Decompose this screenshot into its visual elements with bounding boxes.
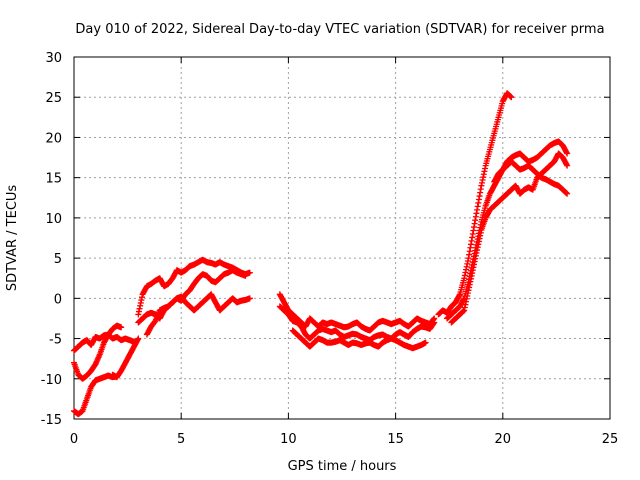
data-point-s5 — [242, 272, 249, 279]
y-tick-label: 30 — [45, 51, 62, 66]
y-tick-label: -5 — [49, 333, 62, 348]
data-series — [71, 90, 571, 418]
data-point-s1 — [118, 324, 125, 331]
y-tick-label: 0 — [54, 292, 62, 307]
data-point-s8 — [431, 319, 438, 326]
x-tick-label: 5 — [177, 432, 185, 447]
y-tick-label: 5 — [54, 252, 62, 267]
data-point-s9 — [422, 339, 429, 346]
y-tick-label: 25 — [45, 91, 62, 106]
x-tick-label: 10 — [280, 432, 297, 447]
plot-frame — [73, 56, 611, 420]
chart-title: Day 010 of 2022, Sidereal Day-to-day VTE… — [75, 22, 604, 37]
data-point-s11 — [564, 150, 571, 157]
data-point-s6 — [246, 295, 253, 302]
x-tick-label: 20 — [495, 432, 512, 447]
axis-ticks: 0 5 10 15 20 25 -15 -10 -5 0 5 10 15 20 25 30 — [41, 51, 619, 447]
data-point-s10 — [508, 94, 515, 101]
x-tick-label: 15 — [387, 432, 404, 447]
y-tick-label: 15 — [45, 172, 62, 187]
y-axis-label: SDTVAR / TECUs — [5, 185, 20, 292]
y-tick-label: 10 — [45, 212, 62, 227]
x-tick-label: 0 — [70, 432, 78, 447]
grid — [74, 57, 610, 419]
y-tick-label: -15 — [41, 413, 62, 428]
data-point-s13 — [564, 190, 571, 197]
data-point-s3 — [135, 335, 142, 342]
x-tick-label: 25 — [602, 432, 619, 447]
y-tick-label: -10 — [41, 373, 62, 388]
y-tick-label: 20 — [45, 131, 62, 146]
x-axis-label: GPS time / hours — [288, 459, 397, 474]
data-point-s4 — [246, 269, 253, 276]
data-point-s12 — [564, 162, 571, 169]
